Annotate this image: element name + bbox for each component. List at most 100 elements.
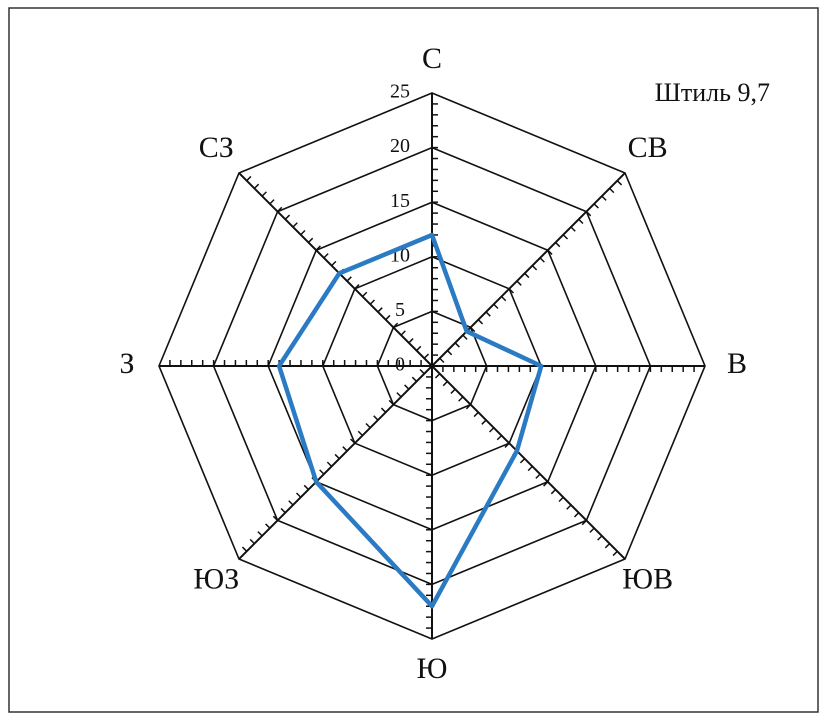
minor-tick bbox=[578, 218, 584, 225]
direction-label: С bbox=[422, 42, 442, 75]
minor-tick bbox=[392, 322, 399, 328]
minor-tick bbox=[369, 299, 376, 305]
minor-tick bbox=[385, 314, 391, 321]
minor-tick bbox=[416, 345, 422, 352]
minor-tick bbox=[434, 373, 441, 379]
minor-tick bbox=[531, 265, 538, 271]
minor-tick bbox=[585, 211, 592, 217]
minor-tick bbox=[249, 538, 255, 545]
minor-tick bbox=[404, 384, 410, 390]
minor-tick bbox=[269, 199, 275, 205]
minor-tick bbox=[524, 272, 530, 279]
direction-label: В bbox=[727, 347, 747, 380]
data-line bbox=[276, 232, 544, 609]
minor-tick bbox=[253, 183, 260, 189]
minor-tick bbox=[547, 249, 553, 255]
minor-tick bbox=[581, 519, 587, 526]
minor-tick bbox=[334, 453, 340, 460]
r-tick-label: 5 bbox=[395, 299, 405, 321]
minor-tick bbox=[284, 214, 291, 220]
minor-tick bbox=[380, 407, 387, 413]
minor-tick bbox=[388, 399, 394, 406]
minor-tick bbox=[350, 438, 356, 444]
minor-tick bbox=[589, 527, 595, 533]
minor-tick bbox=[500, 295, 507, 302]
minor-tick bbox=[601, 195, 607, 201]
minor-tick bbox=[558, 496, 564, 503]
minor-tick bbox=[470, 326, 476, 333]
minor-tick bbox=[315, 245, 321, 251]
minor-tick bbox=[292, 222, 298, 228]
r-tick-label: 25 bbox=[390, 81, 410, 103]
minor-tick bbox=[555, 241, 561, 248]
minor-tick bbox=[566, 504, 572, 510]
minor-tick bbox=[241, 546, 248, 552]
minor-tick bbox=[442, 380, 448, 387]
minor-tick bbox=[488, 427, 495, 433]
minor-tick bbox=[396, 392, 402, 398]
minor-tick bbox=[307, 237, 314, 243]
minor-tick bbox=[454, 342, 460, 348]
minor-tick bbox=[277, 206, 283, 213]
minor-tick bbox=[411, 376, 418, 382]
minor-tick bbox=[593, 203, 599, 209]
minor-tick bbox=[527, 465, 533, 472]
minor-tick bbox=[408, 338, 414, 344]
minor-tick bbox=[458, 396, 464, 402]
minor-tick bbox=[377, 307, 383, 313]
minor-tick bbox=[419, 368, 425, 375]
minor-tick bbox=[300, 229, 306, 236]
minor-tick bbox=[481, 419, 487, 425]
minor-tick bbox=[446, 350, 453, 356]
direction-label: СЗ bbox=[199, 131, 234, 164]
minor-tick bbox=[504, 442, 510, 448]
minor-tick bbox=[493, 303, 499, 310]
direction-label: ЮВ bbox=[622, 563, 673, 596]
direction-label: ЮЗ bbox=[193, 563, 239, 596]
minor-tick bbox=[477, 319, 484, 325]
frame bbox=[8, 7, 819, 713]
minor-tick bbox=[465, 404, 472, 410]
minor-tick bbox=[519, 458, 526, 464]
minor-tick bbox=[570, 226, 576, 232]
axis-line bbox=[238, 172, 433, 367]
minor-tick bbox=[288, 500, 294, 506]
axis-line bbox=[238, 365, 433, 560]
axis-line bbox=[431, 365, 626, 560]
minor-tick bbox=[400, 330, 406, 336]
minor-tick bbox=[535, 473, 541, 479]
minor-tick bbox=[539, 257, 545, 263]
minor-tick bbox=[342, 446, 348, 452]
minor-tick bbox=[265, 523, 271, 529]
minor-tick bbox=[462, 334, 468, 340]
minor-tick bbox=[562, 234, 569, 240]
minor-tick bbox=[280, 507, 286, 514]
minor-tick bbox=[257, 531, 263, 537]
minor-tick bbox=[246, 175, 252, 182]
minor-tick bbox=[573, 512, 580, 518]
minor-tick bbox=[612, 550, 618, 557]
minor-tick bbox=[496, 434, 503, 441]
direction-label: СВ bbox=[628, 131, 668, 164]
minor-tick bbox=[295, 492, 302, 498]
axis-line bbox=[431, 172, 626, 367]
minor-tick bbox=[319, 469, 325, 475]
minor-tick bbox=[365, 422, 371, 429]
minor-tick bbox=[485, 311, 491, 317]
minor-tick bbox=[516, 280, 522, 286]
minor-tick bbox=[373, 415, 379, 421]
minor-tick bbox=[326, 461, 333, 467]
minor-tick bbox=[423, 353, 430, 359]
minor-tick bbox=[616, 180, 623, 186]
minor-tick bbox=[261, 191, 267, 197]
minor-tick bbox=[346, 276, 352, 282]
minor-tick bbox=[508, 288, 514, 294]
minor-tick bbox=[357, 430, 364, 437]
minor-tick bbox=[543, 481, 549, 487]
minor-tick bbox=[597, 535, 603, 541]
direction-label: Ю bbox=[417, 652, 448, 685]
minor-tick bbox=[354, 284, 360, 290]
minor-tick bbox=[323, 253, 329, 259]
minor-tick bbox=[450, 388, 456, 394]
